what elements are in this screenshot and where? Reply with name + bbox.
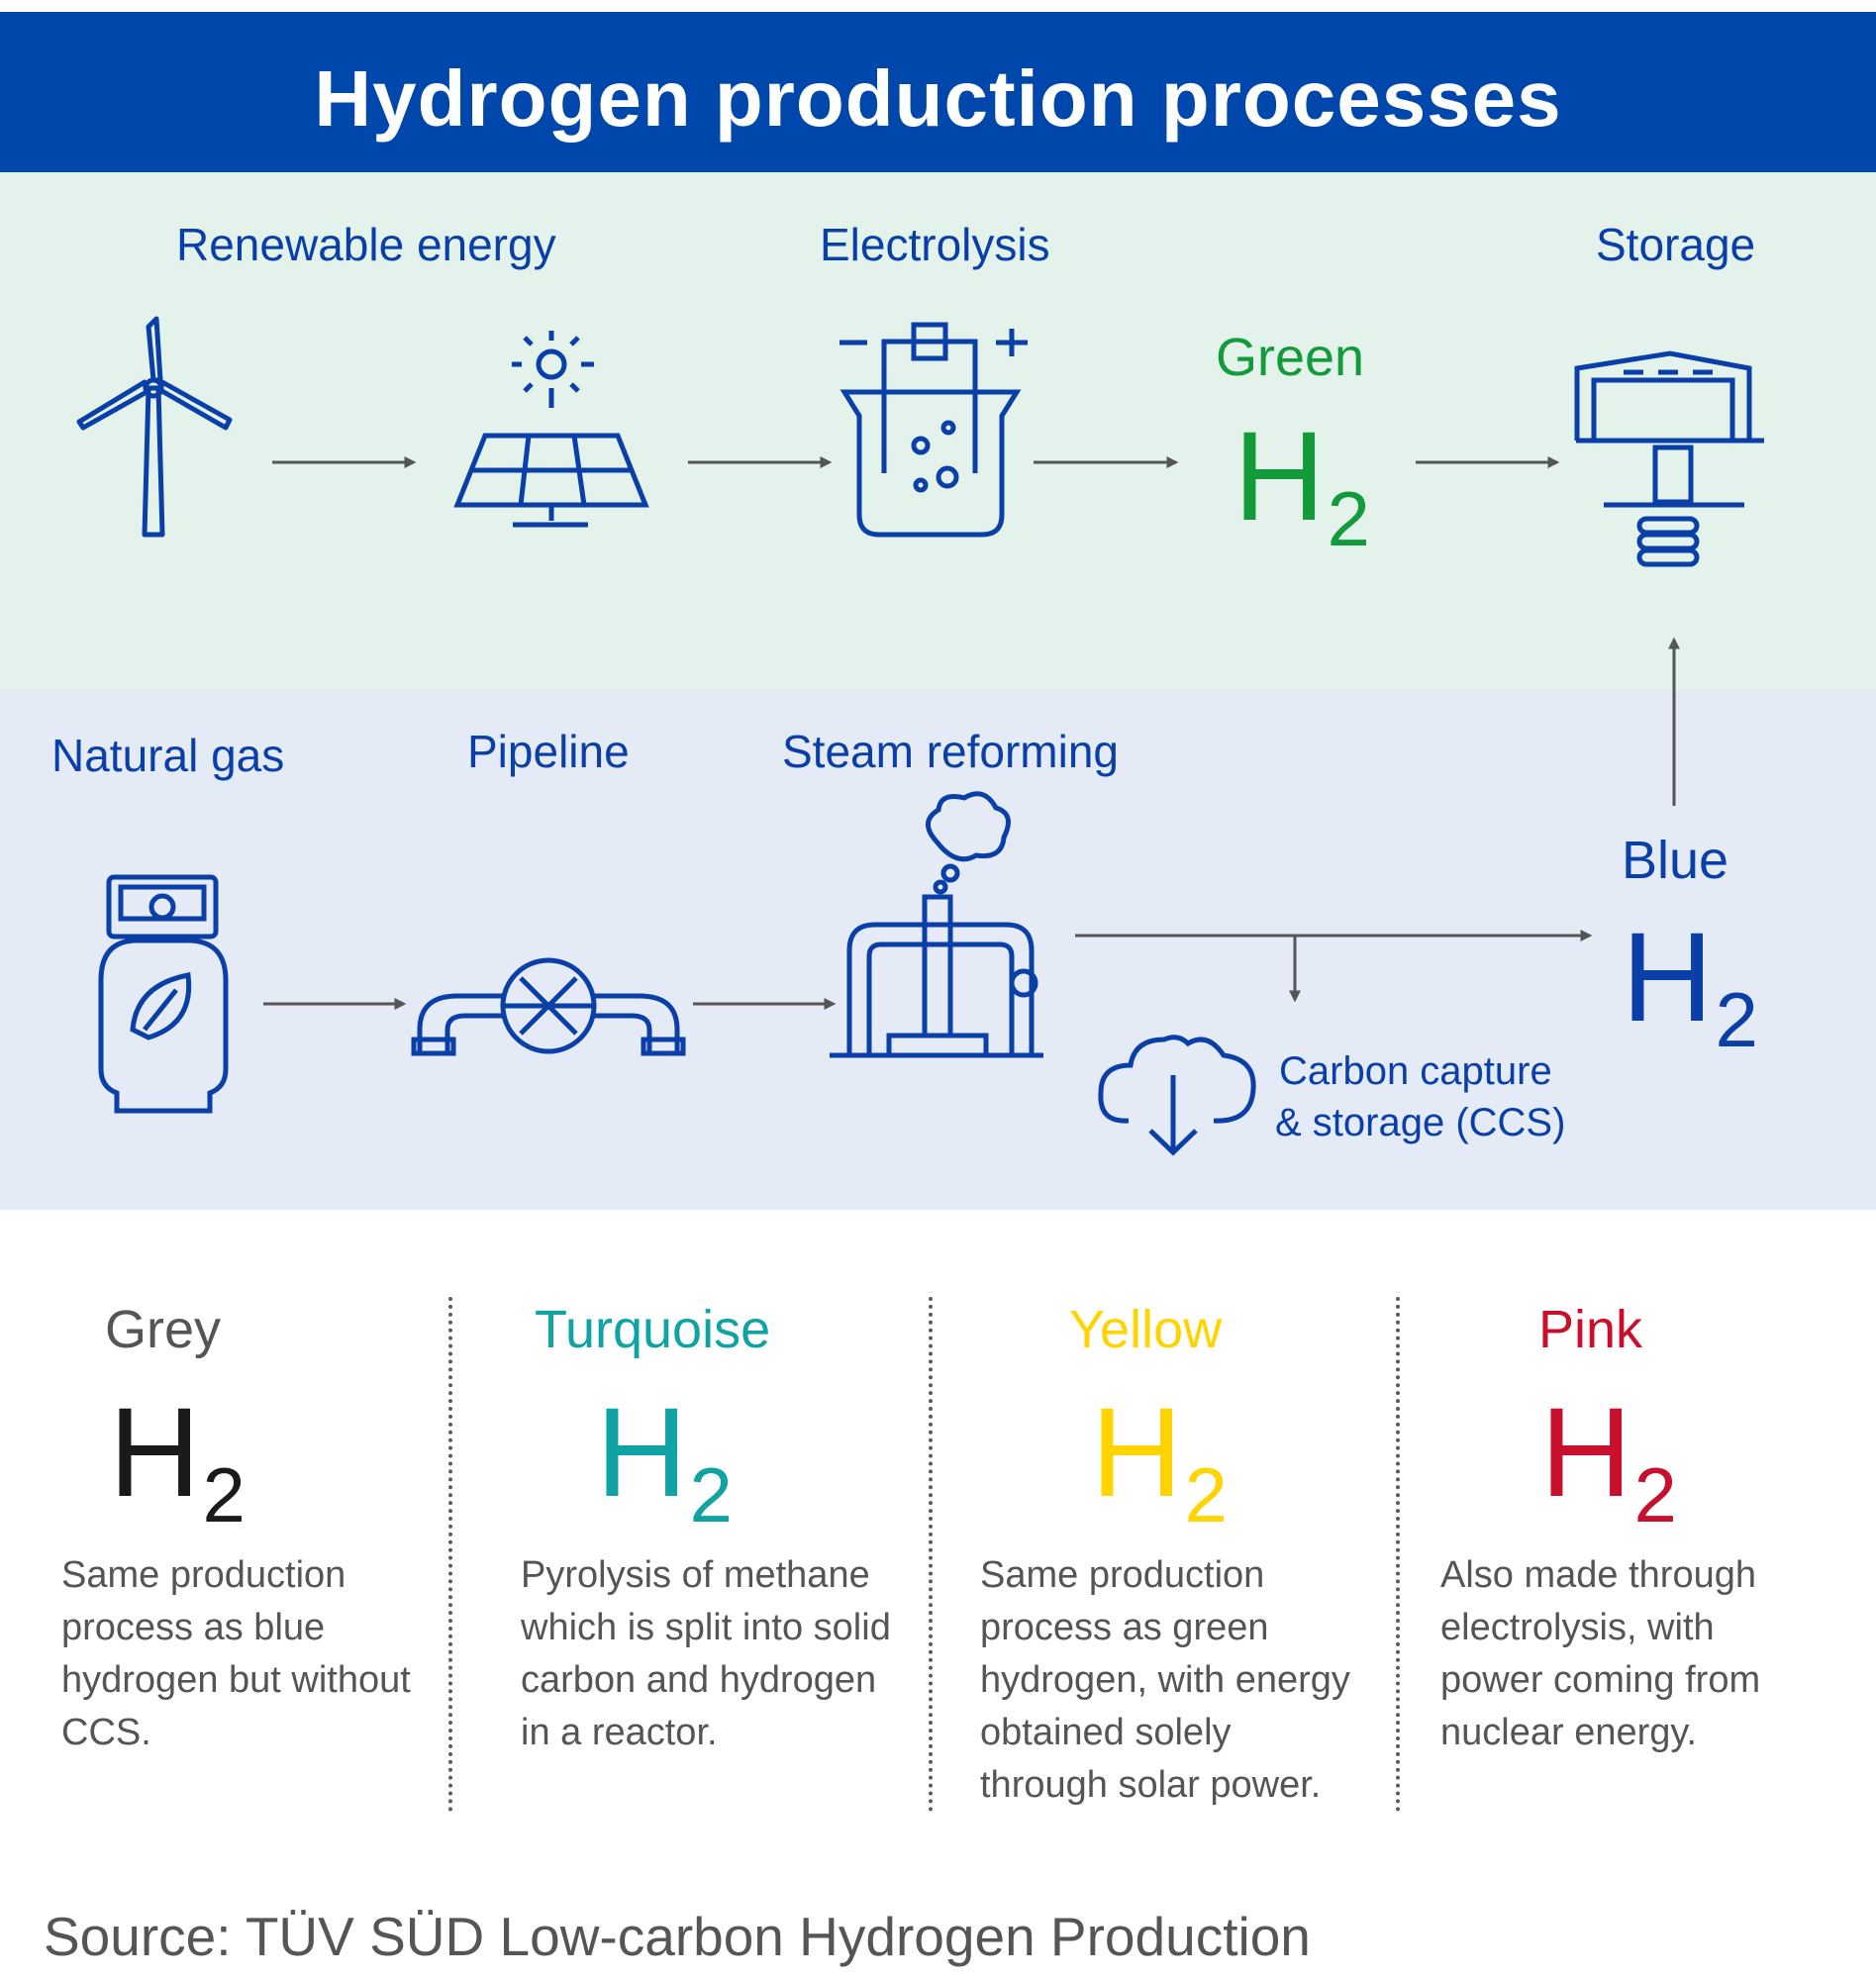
column-divider [929, 1297, 933, 1812]
column-divider [1396, 1297, 1400, 1812]
pink-h2-description: Also made through electrolysis, with power… [1440, 1554, 1761, 1753]
label-renewable-energy: Renewable energy [176, 219, 556, 270]
green-h2-formula: H2 [1234, 406, 1370, 562]
page-title: Hydrogen production processes [314, 54, 1562, 143]
pink-h2-formula: H2 [1540, 1382, 1677, 1538]
solar-panel-icon [453, 331, 649, 528]
electrolysis-cell-icon [839, 322, 1028, 538]
flow-arrows [263, 456, 1680, 1010]
label-natural-gas: Natural gas [51, 730, 285, 781]
pipeline-valve-icon [411, 957, 686, 1056]
cloud-download-icon [1098, 1035, 1256, 1156]
turquoise-h2-formula: H2 [596, 1382, 733, 1538]
turquoise-h2-label: Turquoise [535, 1300, 771, 1359]
yellow-h2-label: Yellow [1069, 1300, 1223, 1359]
label-ccs-line1: Carbon capture [1279, 1049, 1552, 1093]
title-banner: Hydrogen production processes [0, 12, 1876, 172]
steam-reformer-icon [830, 791, 1043, 1058]
yellow-h2-description: Same production process as green hydrogen,… [980, 1554, 1350, 1806]
yellow-h2-formula: H2 [1091, 1382, 1228, 1538]
turquoise-h2-description: Pyrolysis of methane which is split into … [521, 1554, 891, 1753]
storage-facility-icon [1574, 350, 1764, 567]
grey-h2-label: Grey [105, 1300, 222, 1359]
pink-h2-label: Pink [1538, 1300, 1643, 1359]
green-process-band [0, 172, 1876, 691]
label-storage: Storage [1596, 219, 1756, 270]
grey-h2-description: Same production process as blue hydrogen b… [61, 1554, 411, 1753]
blue-h2-formula: H2 [1622, 907, 1758, 1063]
source-caption: Source: TÜV SÜD Low-carbon Hydrogen Prod… [44, 1906, 1311, 1967]
gas-cylinder-icon [98, 874, 229, 1114]
blue-process-band [0, 691, 1876, 1210]
label-ccs-line2: & storage (CCS) [1275, 1101, 1566, 1144]
wind-turbine-icon [76, 316, 233, 538]
label-pipeline: Pipeline [467, 726, 630, 777]
blue-h2-label: Blue [1622, 831, 1729, 890]
green-h2-label: Green [1216, 328, 1365, 387]
grey-h2-formula: H2 [109, 1382, 246, 1538]
column-divider [448, 1297, 452, 1812]
label-electrolysis: Electrolysis [820, 219, 1050, 270]
label-steam-reforming: Steam reforming [782, 726, 1120, 777]
